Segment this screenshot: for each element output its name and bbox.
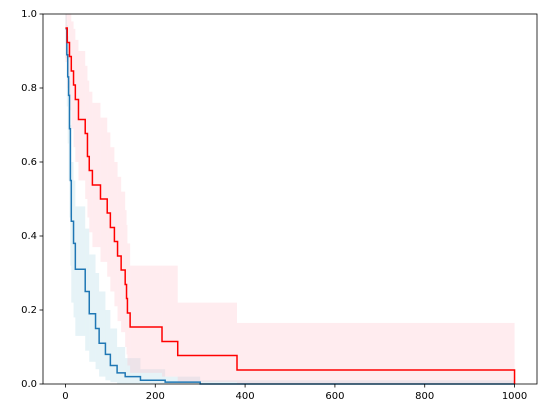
x-tick-label: 800 xyxy=(415,391,434,402)
survival-curve xyxy=(65,28,515,385)
y-tick-label: 0.8 xyxy=(21,83,37,94)
confidence-band xyxy=(100,117,108,262)
y-tick-label: 0.6 xyxy=(21,157,37,168)
confidence-band xyxy=(114,162,118,307)
confidence-band xyxy=(127,243,131,366)
confidence-band xyxy=(237,322,515,384)
confidence-band xyxy=(110,147,115,292)
x-tick-label: 200 xyxy=(146,391,165,402)
x-tick-label: 600 xyxy=(325,391,344,402)
confidence-band xyxy=(73,180,76,318)
confidence-band xyxy=(165,376,201,384)
confidence-band xyxy=(121,191,126,333)
confidence-band xyxy=(110,328,118,383)
confidence-band xyxy=(200,380,515,384)
confidence-band xyxy=(89,91,93,233)
confidence-band xyxy=(67,14,70,88)
confidence-band xyxy=(87,80,90,218)
y-tick-label: 1.0 xyxy=(21,9,37,20)
confidence-band xyxy=(99,291,106,377)
confidence-band xyxy=(177,302,238,383)
confidence-band xyxy=(75,206,86,336)
confidence-band xyxy=(162,265,178,377)
x-tick-label: 400 xyxy=(236,391,255,402)
survival-curve xyxy=(65,27,516,384)
confidence-band xyxy=(117,176,122,322)
confidence-band xyxy=(71,21,74,129)
confidence-band xyxy=(125,358,141,384)
confidence-band xyxy=(71,162,74,303)
y-tick-label: 0.2 xyxy=(21,305,37,316)
confidence-band xyxy=(73,28,76,148)
confidence-band xyxy=(89,254,96,362)
confidence-band xyxy=(85,228,90,351)
confidence-band xyxy=(69,14,72,111)
plot-frame xyxy=(42,13,538,385)
confidence-band xyxy=(85,65,88,199)
confidence-band xyxy=(92,102,101,248)
confidence-band xyxy=(105,310,111,381)
confidence-band xyxy=(95,273,100,370)
x-tick-label: 1000 xyxy=(502,391,527,402)
x-tick-label: 0 xyxy=(62,391,68,402)
confidence-band xyxy=(117,347,126,384)
confidence-band xyxy=(78,51,86,181)
confidence-band xyxy=(130,265,163,373)
y-tick-label: 0.4 xyxy=(21,231,37,242)
confidence-band xyxy=(75,39,79,162)
y-tick-label: 0.0 xyxy=(21,379,37,390)
confidence-band xyxy=(107,132,111,277)
